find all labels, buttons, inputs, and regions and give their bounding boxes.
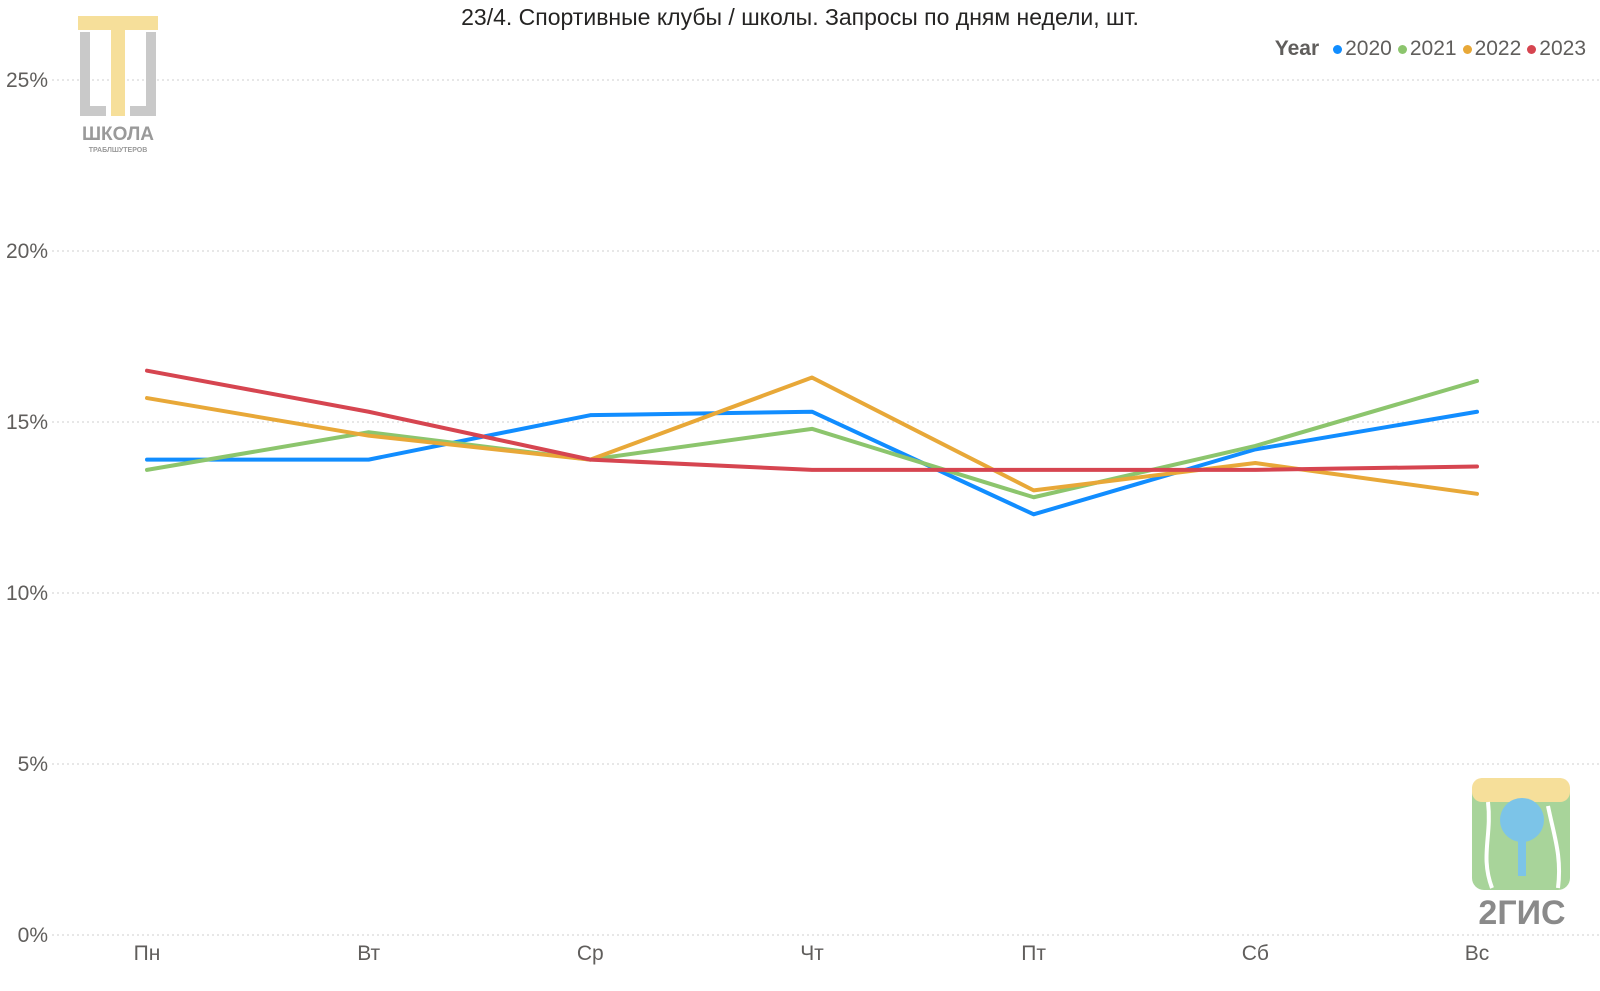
series-line-2023[interactable] <box>145 368 1479 472</box>
y-tick-label: 20% <box>6 240 48 263</box>
legend-dot <box>1397 44 1407 54</box>
legend-item-2022[interactable]: 2022 <box>1462 37 1522 61</box>
school-logo: ШКОЛА ТРАБЛШУТЕРОВ <box>78 16 158 154</box>
y-tick-label: 15% <box>6 411 48 434</box>
x-tick-label: Сб <box>1242 942 1269 965</box>
x-tick-label: Чт <box>800 942 824 965</box>
x-axis-ticks: Пн Вт Ср Чт Пт Сб Вс <box>134 942 1490 965</box>
legend-label: 2021 <box>1409 37 1457 60</box>
series-line-2022[interactable] <box>145 375 1479 496</box>
legend-label: 2023 <box>1539 37 1586 60</box>
y-axis-ticks: 0% 5% 10% 15% 20% 25% <box>6 69 48 947</box>
school-logo-subtext: ТРАБЛШУТЕРОВ <box>89 147 148 154</box>
y-tick-label: 5% <box>18 753 48 776</box>
legend-dot <box>1527 44 1537 54</box>
legend: Year 2020 2021 2022 2023 <box>1275 37 1586 61</box>
legend-dot <box>1333 44 1343 54</box>
chart-title: 23/4. Спортивные клубы / школы. Запросы … <box>461 4 1139 30</box>
x-tick-label: Пт <box>1021 942 1046 965</box>
2gis-logo: 2ГИС <box>1472 778 1570 932</box>
x-tick-label: Пн <box>134 942 161 965</box>
gridlines <box>52 79 1600 936</box>
y-tick-label: 0% <box>18 924 48 947</box>
legend-title: Year <box>1274 37 1320 60</box>
y-tick-label: 10% <box>6 582 48 605</box>
series-lines <box>145 368 1479 517</box>
legend-item-2020[interactable]: 2020 <box>1333 37 1392 61</box>
x-tick-label: Вс <box>1465 942 1490 965</box>
legend-label: 2022 <box>1474 37 1522 60</box>
y-tick-label: 25% <box>6 69 48 92</box>
x-tick-label: Вт <box>357 942 380 965</box>
series-line-2020[interactable] <box>145 409 1479 517</box>
legend-dot <box>1462 44 1472 54</box>
legend-item-2023[interactable]: 2023 <box>1527 37 1586 61</box>
x-tick-label: Ср <box>577 942 604 965</box>
series-line-2021[interactable] <box>145 378 1479 500</box>
legend-label: 2020 <box>1345 37 1392 60</box>
school-logo-text: ШКОЛА <box>82 124 154 145</box>
legend-item-2021[interactable]: 2021 <box>1397 37 1457 61</box>
2gis-logo-text: 2ГИС <box>1478 894 1565 932</box>
